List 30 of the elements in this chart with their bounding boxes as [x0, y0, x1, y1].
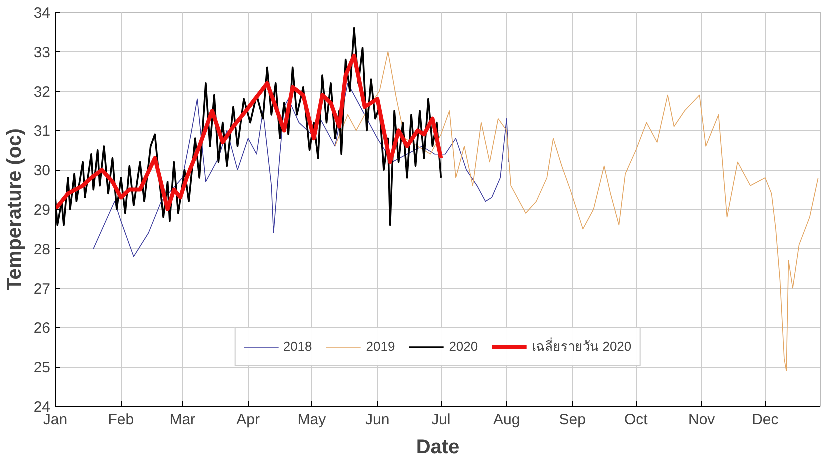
y-tick-label: 33 [34, 44, 51, 62]
x-tick-label: Sep [559, 412, 586, 428]
legend-label: 2019 [366, 339, 396, 354]
line-series [334, 52, 819, 372]
x-tick-label: Nov [688, 412, 716, 428]
x-tick-label: May [298, 412, 327, 428]
x-tick-label: Jan [43, 412, 68, 428]
x-tick-label: Oct [624, 412, 649, 428]
y-tick-label: 27 [34, 280, 51, 298]
x-axis-title: Date [416, 436, 460, 458]
y-tick-label: 26 [34, 320, 51, 338]
x-tick-label: Dec [752, 412, 780, 428]
legend-label: 2020 [449, 339, 478, 354]
y-tick-label: 25 [34, 360, 51, 377]
line-series [56, 54, 444, 212]
y-tick-label: 32 [34, 84, 51, 101]
x-tick-label: Feb [108, 412, 134, 428]
legend-label: เฉลี่ยรายวัน 2020 [532, 336, 632, 356]
x-tick-label: Jun [366, 412, 390, 428]
y-axis-title: Temperature (oc) [4, 128, 26, 290]
y-tick-label: 28 [34, 241, 51, 258]
x-tick-label: Apr [236, 412, 260, 428]
x-tick-label: Mar [170, 412, 196, 428]
y-tick-label: 29 [34, 202, 51, 219]
y-tick-label: 31 [34, 123, 51, 140]
y-tick-label: 34 [34, 5, 51, 22]
x-tick-label: Jul [432, 412, 451, 428]
x-tick-label: Aug [494, 412, 520, 428]
legend-label: 2018 [283, 339, 312, 354]
y-tick-label: 30 [34, 162, 51, 180]
